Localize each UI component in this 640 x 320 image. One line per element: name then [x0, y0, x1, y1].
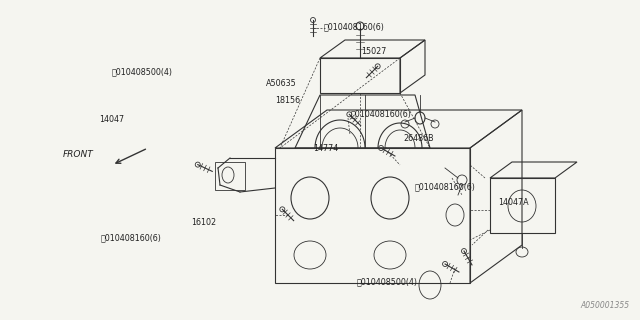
Text: 14774: 14774 — [314, 144, 339, 153]
Text: A50635: A50635 — [266, 79, 296, 88]
Bar — [275, 148, 470, 283]
Text: 14047A: 14047A — [498, 198, 529, 207]
Bar — [490, 178, 555, 233]
Text: Ⓑ010408500(4): Ⓑ010408500(4) — [112, 68, 173, 76]
Text: FRONT: FRONT — [63, 150, 93, 159]
Text: 26486B: 26486B — [403, 134, 434, 143]
Text: Ⓑ010408160(6): Ⓑ010408160(6) — [323, 23, 384, 32]
Text: Ⓑ010408160(6): Ⓑ010408160(6) — [415, 183, 476, 192]
Text: 15027: 15027 — [362, 47, 387, 56]
Text: 18156: 18156 — [275, 96, 300, 105]
Bar — [320, 58, 400, 93]
Text: 16102: 16102 — [191, 218, 216, 227]
Text: Ⓑ010408500(4): Ⓑ010408500(4) — [357, 278, 418, 287]
Text: Ⓑ010408160(6): Ⓑ010408160(6) — [351, 109, 412, 118]
Text: Ⓑ010408160(6): Ⓑ010408160(6) — [101, 233, 162, 242]
Text: 14047: 14047 — [99, 115, 124, 124]
Bar — [215, 162, 245, 190]
Text: A050001355: A050001355 — [581, 301, 630, 310]
